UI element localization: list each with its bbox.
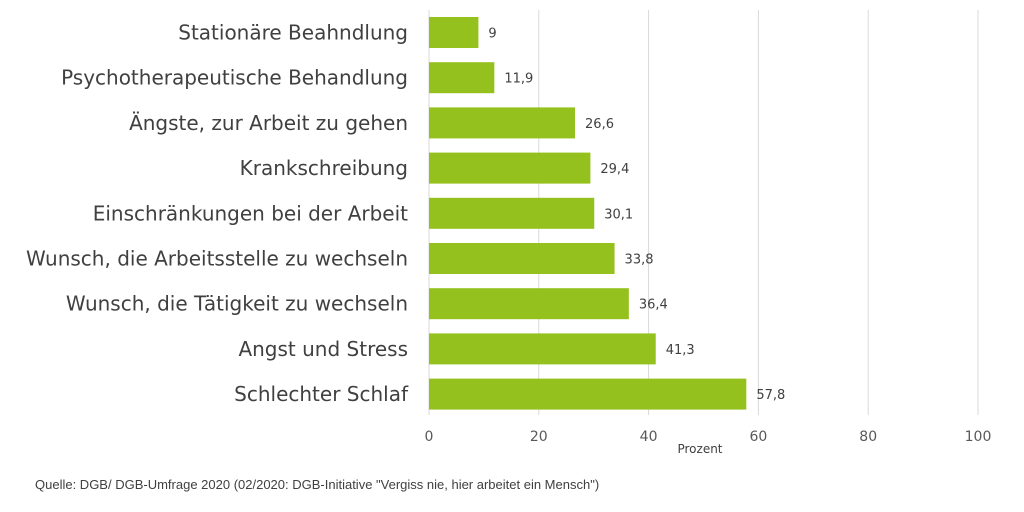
- x-tick-label: 0: [425, 429, 434, 445]
- data-label: 9: [488, 27, 496, 42]
- category-label: Stationäre Beahndlung: [178, 21, 408, 45]
- x-tick-label: 40: [640, 429, 658, 445]
- bar: [429, 107, 576, 139]
- data-label: 33,8: [625, 253, 654, 268]
- x-tick-label: 20: [530, 429, 548, 445]
- bar-chart: 0 20 40 60 80 100 Stationäre Beahndlung 9 Psycho…: [26, 10, 991, 456]
- x-tick-label: 60: [749, 429, 767, 445]
- labels: 0 20 40 60 80 100 Stationäre Beahndlung 9 Psycho…: [26, 21, 991, 446]
- source-note: Quelle: DGB/ DGB-Umfrage 2020 (02/2020: …: [35, 477, 600, 492]
- category-label: Angst und Stress: [238, 337, 408, 361]
- data-label: 26,6: [585, 117, 614, 132]
- bar: [429, 62, 495, 94]
- category-label: Wunsch, die Tätigkeit zu wechseln: [66, 292, 408, 316]
- x-tick-label: 100: [965, 429, 992, 445]
- category-label: Schlechter Schlaf: [234, 382, 409, 406]
- bars: [429, 17, 747, 410]
- x-tick-label: 80: [859, 429, 877, 445]
- data-label: 29,4: [600, 162, 629, 177]
- category-label: Ängste, zur Arbeit zu gehen: [129, 111, 408, 135]
- bar: [429, 378, 747, 410]
- category-label: Psychotherapeutische Behandlung: [61, 66, 408, 90]
- data-label: 36,4: [639, 298, 668, 313]
- bar: [429, 288, 629, 320]
- bar: [429, 197, 595, 229]
- category-label: Wunsch, die Arbeitsstelle zu wechseln: [26, 247, 408, 271]
- data-label: 11,9: [504, 72, 533, 87]
- x-axis-title: Prozent: [677, 442, 722, 456]
- data-label: 30,1: [604, 207, 633, 222]
- category-label: Einschränkungen bei der Arbeit: [93, 201, 408, 225]
- bar: [429, 152, 591, 184]
- data-label: 41,3: [666, 343, 695, 358]
- bar: [429, 243, 615, 274]
- bar: [429, 333, 656, 365]
- data-label: 57,8: [756, 388, 785, 403]
- category-label: Krankschreibung: [240, 156, 408, 180]
- bar: [429, 17, 479, 48]
